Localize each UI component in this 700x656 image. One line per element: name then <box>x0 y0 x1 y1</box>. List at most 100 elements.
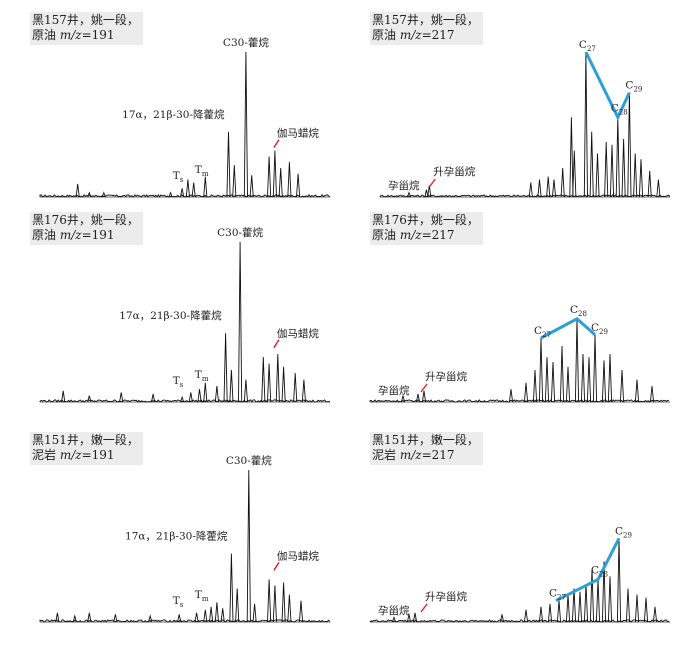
chromatogram-peak-12 <box>595 153 600 198</box>
mz-value: =217 <box>421 448 455 462</box>
chromatogram-peak-2 <box>87 612 92 623</box>
chromatogram-peak-14 <box>592 334 598 403</box>
label-gammacerane-text: 伽马蜡烷 <box>277 327 319 340</box>
label-ts-text: T <box>173 595 180 607</box>
label-c27-text: C <box>579 39 587 51</box>
chromatogram-peak-7 <box>203 176 208 198</box>
label-c30-hopane-text: C30-藿烷 <box>223 36 269 49</box>
label-c29: C29 <box>625 80 642 94</box>
label-tm-subscript: m <box>202 595 209 603</box>
chromatogram-peak-12 <box>580 353 586 403</box>
label-norhopane-text: 17α，21β-30-降藿烷 <box>125 530 228 543</box>
chromatogram-peak-11 <box>583 583 589 623</box>
panel-title: 黑176井，姚一段， 原油 m/z=191 <box>30 212 143 245</box>
chromatogram-peak-19 <box>649 385 655 403</box>
label-homopregnane-text: 升孕甾烷 <box>425 590 467 603</box>
chromatogram-peak-11 <box>229 553 234 623</box>
label-pregnane: 孕甾烷 <box>378 604 410 617</box>
chromatogram-peak-4 <box>537 179 542 198</box>
label-tm-text: T <box>195 369 202 381</box>
chromatogram-peak-10 <box>565 366 571 403</box>
chromatogram-peak-1 <box>415 393 421 403</box>
chromatogram-peak-13 <box>586 357 592 403</box>
chromatogram-peak-1 <box>406 614 412 623</box>
label-c30-hopane: C30-藿烷 <box>226 454 272 467</box>
chromatogram-peak-14 <box>609 144 615 198</box>
chromatogram-peak-4 <box>180 188 185 198</box>
chromatogram-peak-17 <box>625 588 631 623</box>
chromatogram-peak-5 <box>538 606 544 623</box>
label-ts: Ts <box>173 595 184 609</box>
chromatogram-peak-11 <box>589 131 594 198</box>
gammacerane-arrow <box>273 339 280 349</box>
chromatogram-peak-11 <box>574 318 580 403</box>
label-gammacerane: 伽马蜡烷 <box>277 549 319 562</box>
chromatogram-peak-15 <box>601 360 607 403</box>
chromatogram-peak-1 <box>72 614 77 623</box>
chromatogram-peak-5 <box>188 392 193 403</box>
label-norhopane-text: 17α，21β-30-降藿烷 <box>122 108 225 121</box>
label-c28: C28 <box>570 304 587 318</box>
sterane-v-line <box>555 537 621 603</box>
label-homopregnane: 升孕甾烷 <box>425 590 467 603</box>
chromatogram-peak-10 <box>229 369 234 403</box>
chromatogram-peak-12 <box>589 568 595 623</box>
chromatogram-peak-10 <box>220 608 225 623</box>
chromatogram-peak-2 <box>412 612 418 623</box>
chromatogram-peak-3 <box>151 393 156 403</box>
baseline-noise-trace <box>369 619 670 623</box>
chromatogram-peak-17 <box>619 369 625 403</box>
chromatogram-peak-11 <box>238 241 243 403</box>
panel-title: 黑157井，姚一段， 原油 m/z=191 <box>30 12 143 45</box>
gammacerane-arrow <box>273 561 280 571</box>
title-line-2: 泥岩 <box>372 448 397 462</box>
chromatogram-peak-17 <box>627 92 632 198</box>
chromatogram-peak-16 <box>621 138 626 198</box>
chromatogram-peak-13 <box>261 357 266 403</box>
chromatogram-191-well176: 黑176井，姚一段， 原油 m/z=191 C30-藿烷 17α，21β-30-降… <box>30 212 350 403</box>
label-ts-text: T <box>173 170 180 182</box>
label-c28: C28 <box>591 564 608 578</box>
chromatogram-peak-1 <box>424 189 429 198</box>
mz-value: =191 <box>81 228 115 242</box>
chromatogram-peak-6 <box>551 179 557 198</box>
chromatogram-peak-5 <box>532 369 538 403</box>
label-tm-subscript: m <box>202 170 209 178</box>
label-ts-text: T <box>173 375 180 387</box>
chromatogram-peak-5 <box>177 614 182 623</box>
mz-value: =191 <box>81 28 115 42</box>
label-pregnane: 孕甾烷 <box>378 384 410 397</box>
chromatogram-peak-16 <box>281 366 286 403</box>
chromatogram-peak-17 <box>281 582 286 623</box>
chromatogram-peak-14 <box>252 603 257 623</box>
panel-title: 黑151井，嫩一段， 泥岩 m/z=217 <box>370 432 483 465</box>
label-c28-subscript: 28 <box>578 310 587 318</box>
chromatogram-peak-4 <box>180 395 185 403</box>
chromatogram-191-well157: 黑157井，姚一段， 原油 m/z=191 C30-藿烷 17α，21β-30-降… <box>30 12 350 202</box>
label-ts: Ts <box>173 375 184 389</box>
mz-value: =217 <box>421 228 455 242</box>
label-pregnane: 孕甾烷 <box>388 179 420 192</box>
chromatogram-peak-0 <box>400 395 406 403</box>
label-pregnane-text: 孕甾烷 <box>378 604 410 617</box>
mz-value: =217 <box>421 28 455 42</box>
label-gammacerane-text: 伽马蜡烷 <box>277 549 319 562</box>
label-c28-text: C <box>611 102 619 114</box>
chromatogram-peak-5 <box>546 176 551 198</box>
baseline-noise-trace <box>39 193 331 198</box>
mz-value: =191 <box>81 448 115 462</box>
label-c30-hopane: C30-藿烷 <box>223 36 269 49</box>
chromatogram-peak-3 <box>168 191 173 198</box>
chromatogram-peak-10 <box>577 591 583 623</box>
chromatogram-peak-8 <box>550 361 556 403</box>
title-line-2: 原油 <box>372 228 397 242</box>
mz-label: m/z <box>399 228 422 242</box>
chromatogram-peak-13 <box>604 141 609 198</box>
chromatogram-peak-19 <box>298 600 304 623</box>
label-c28-text: C <box>570 304 578 316</box>
label-pregnane-text: 孕甾烷 <box>378 384 410 397</box>
title-line-2: 原油 <box>32 228 57 242</box>
chromatogram-peak-7 <box>203 382 208 403</box>
